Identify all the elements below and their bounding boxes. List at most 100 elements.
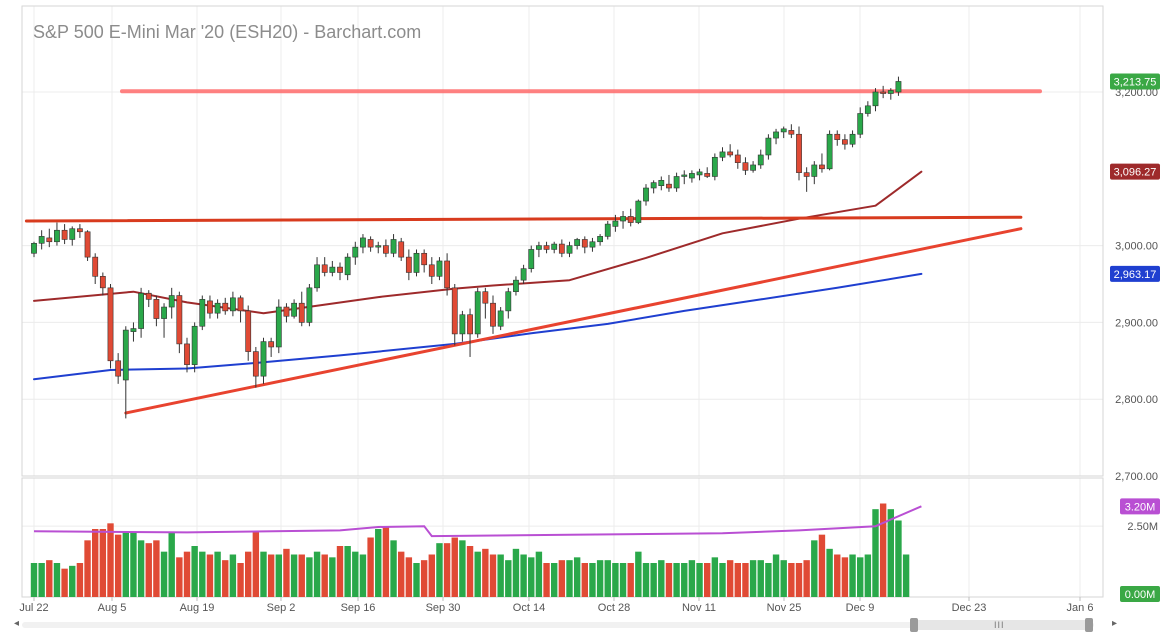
volume-bar <box>551 563 558 597</box>
candle-up <box>780 128 787 133</box>
volume-bar <box>130 531 137 597</box>
candle-down <box>99 276 106 289</box>
candle-up <box>505 291 512 312</box>
candle-up <box>765 137 772 156</box>
scroll-track[interactable] <box>22 622 1094 628</box>
volume-bar <box>436 543 443 597</box>
uptrend-line <box>124 227 1023 415</box>
volume-bar <box>405 557 413 597</box>
volume-bar <box>688 560 696 597</box>
scroll-handle-left[interactable] <box>910 618 918 632</box>
volume-bar <box>734 563 741 597</box>
volume-bar <box>375 529 382 597</box>
volume-bar <box>275 554 282 597</box>
candle-down <box>176 295 183 345</box>
candle-down <box>880 91 887 94</box>
scroll-thumb[interactable] <box>912 620 1092 630</box>
candle-down <box>734 154 741 163</box>
candle-up <box>864 105 871 114</box>
candle-up <box>69 228 76 240</box>
volume-bar <box>841 557 849 597</box>
volume-bar <box>176 557 183 597</box>
volume-bar <box>199 551 206 597</box>
volume-badge-0: 3.20M <box>1125 501 1156 513</box>
volume-bar <box>834 554 841 597</box>
candle-down <box>237 297 244 312</box>
candle-up <box>696 171 703 176</box>
x-tick-label: Jul 22 <box>19 602 48 614</box>
candle-up <box>811 164 818 177</box>
volume-bar <box>535 551 543 597</box>
candle-up <box>750 164 756 171</box>
candle-up <box>658 180 665 186</box>
scroll-right-arrow-icon[interactable]: ▸ <box>1112 618 1118 629</box>
volume-bar <box>61 568 68 597</box>
volume-bar <box>566 560 573 597</box>
candle-up <box>329 266 336 273</box>
candle-up <box>38 236 45 244</box>
volume-bar <box>642 563 650 597</box>
candle-up <box>612 220 619 227</box>
volume-bar <box>352 551 359 597</box>
volume-bar <box>290 554 298 597</box>
volume-bar <box>696 563 703 597</box>
volume-bar <box>99 529 107 597</box>
volume-bar <box>704 563 711 597</box>
volume-bar <box>711 557 719 597</box>
candle-down <box>283 306 290 317</box>
candle-up <box>122 329 129 381</box>
scroll-grip-icon: III <box>994 620 1005 630</box>
candle-up <box>535 245 542 250</box>
volume-bar <box>137 540 145 597</box>
candle-up <box>604 223 611 237</box>
candle-down <box>207 300 213 314</box>
candle-up <box>681 174 688 177</box>
candle-down <box>796 133 802 173</box>
volume-bar <box>260 551 267 597</box>
candle-up <box>895 81 902 93</box>
volume-bar <box>826 548 833 597</box>
candle-up <box>161 306 167 319</box>
candle-down <box>107 287 114 362</box>
volume-bar <box>46 560 53 597</box>
candle-down <box>444 260 450 289</box>
candle-up <box>773 131 779 139</box>
candle-up <box>360 237 366 248</box>
x-tick-label: Aug 5 <box>98 602 127 614</box>
volume-bar <box>658 560 665 597</box>
scroll-left-arrow-icon[interactable]: ◂ <box>14 618 20 629</box>
candle-down <box>298 302 305 323</box>
volume-bar <box>795 563 803 597</box>
resistance-line-middle <box>24 215 1023 223</box>
volume-bar <box>336 546 344 597</box>
y-tick-label: 3,000.00 <box>1115 241 1158 253</box>
chart-scrollbar[interactable]: ◂ III ▸ <box>14 618 1117 632</box>
candle-down <box>398 241 405 258</box>
candle-down <box>115 360 122 377</box>
volume-bar <box>390 540 397 597</box>
candle-down <box>268 341 275 348</box>
volume-bar <box>191 546 198 597</box>
volume-bar <box>145 543 152 597</box>
price-badge-1: 3,096.27 <box>1114 167 1157 179</box>
candle-down <box>704 173 711 177</box>
candle-up <box>643 187 649 202</box>
volume-bar <box>466 546 474 597</box>
candle-down <box>841 139 848 145</box>
scroll-handle-right[interactable] <box>1085 618 1093 632</box>
volume-bar <box>420 560 428 597</box>
volume-bar <box>359 554 367 597</box>
volume-bar <box>329 557 336 597</box>
volume-bar <box>237 563 244 597</box>
candle-up <box>650 182 657 189</box>
y-tick-label: 2,700.00 <box>1115 471 1158 483</box>
candle-up <box>673 176 680 189</box>
candle-up <box>230 297 236 312</box>
candle-up <box>757 154 764 166</box>
candle-up <box>620 216 626 222</box>
volume-bar <box>398 551 405 597</box>
volume-bar <box>612 563 619 597</box>
volume-bar <box>887 509 894 597</box>
price-badge-0: 3,213.75 <box>1114 76 1157 88</box>
